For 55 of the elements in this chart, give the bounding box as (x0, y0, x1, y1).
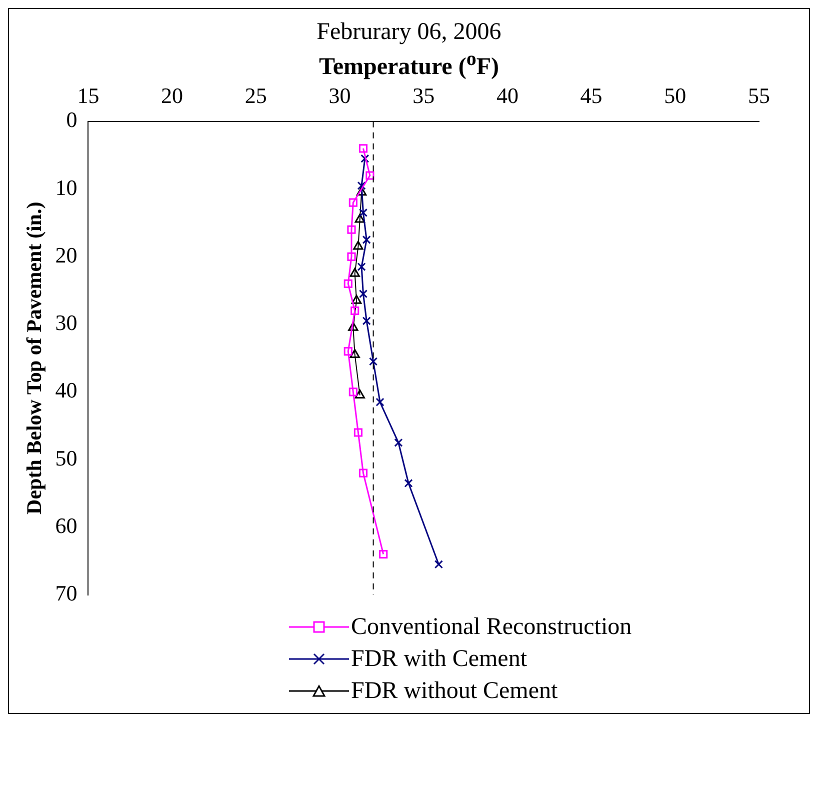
point (347, 225, 356, 234)
point (348, 322, 358, 331)
point (344, 279, 352, 288)
point (347, 252, 356, 261)
point (362, 316, 371, 326)
y-tick-label: 50 (55, 445, 78, 470)
point (369, 357, 378, 366)
y-tick-label: 20 (55, 242, 78, 268)
y-tick-label: 70 (55, 580, 78, 606)
point (350, 348, 360, 358)
point (344, 347, 352, 356)
x-tick-label: 35 (412, 82, 435, 108)
point (348, 388, 358, 396)
x-tick-label: 30 (328, 82, 351, 108)
point (354, 214, 365, 223)
point (348, 198, 358, 207)
y-tick-label: 10 (55, 174, 78, 200)
x-tick-label: 20 (161, 82, 184, 108)
legend-label: Conventional Reconstruction (351, 613, 632, 642)
point (353, 240, 364, 250)
point (350, 268, 360, 277)
x-tick-label: 15 (77, 82, 100, 108)
point (354, 428, 362, 437)
point (360, 154, 370, 163)
x-axis-title: Temperature ($^{o}$F) (318, 48, 500, 81)
x-tick-label: 50 (664, 82, 686, 108)
chart-title: Februrary 06, 2006 (316, 19, 502, 46)
point (366, 171, 374, 180)
y-axis-title: Depth Below Top of Pavement (in.) (22, 202, 46, 514)
point (376, 398, 384, 406)
y-tick-label: 30 (55, 310, 78, 336)
x-tick-label: 55 (748, 82, 770, 108)
point (354, 390, 365, 399)
point (358, 468, 368, 478)
point (379, 550, 388, 559)
legend-label: FDR without Cement (351, 677, 558, 706)
x-tick-label: 40 (496, 82, 518, 108)
y-tick-label: 40 (55, 378, 78, 403)
point (358, 208, 368, 217)
x-tick-label: 25 (244, 82, 267, 108)
legend-label: FDR with Cement (351, 645, 528, 674)
point (356, 186, 367, 196)
point (358, 290, 368, 298)
point (350, 306, 360, 316)
point (394, 438, 403, 447)
point (362, 235, 371, 244)
point (357, 262, 366, 272)
point (434, 560, 443, 569)
x-tick-label: 45 (580, 82, 602, 108)
y-tick-label: 0 (66, 107, 78, 132)
point (357, 181, 366, 190)
point (358, 144, 368, 153)
point (404, 478, 413, 488)
y-tick-label: 60 (55, 512, 78, 538)
point (351, 294, 362, 304)
